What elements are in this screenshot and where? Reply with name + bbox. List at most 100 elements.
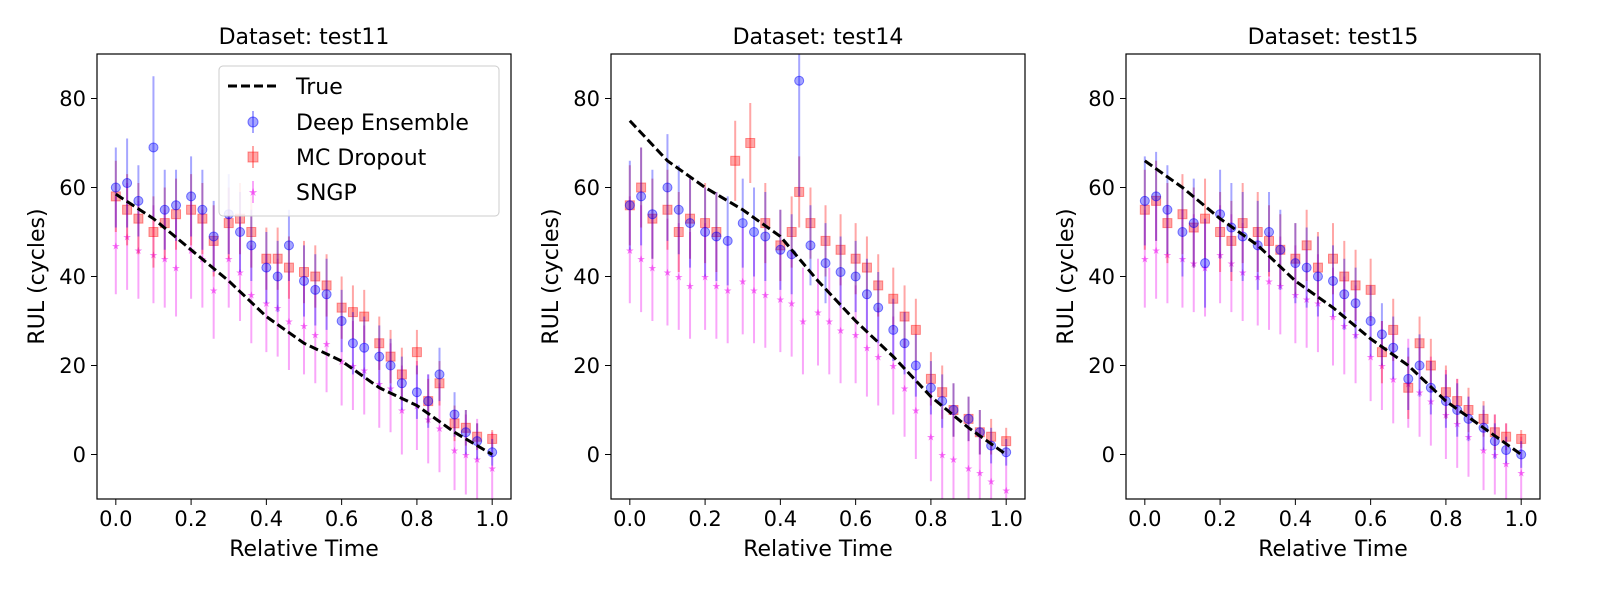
sngp-point: ★ — [172, 264, 181, 275]
y-tick-label: 60 — [1088, 176, 1115, 200]
sngp-point: ★ — [1201, 264, 1210, 275]
mc-dropout-point — [861, 262, 872, 273]
mc-dropout-point — [1425, 360, 1436, 371]
deep-ensemble-point — [186, 191, 197, 202]
sngp-point: ★ — [1227, 259, 1236, 270]
mc-dropout-point — [730, 155, 741, 166]
sngp-point: ★ — [1517, 468, 1526, 479]
deep-ensemble-point — [1139, 195, 1150, 206]
sngp-point: ★ — [1276, 281, 1285, 292]
legend-deep-ensemble-marker — [247, 116, 259, 128]
mc-dropout-point — [1388, 324, 1399, 335]
x-tick-label: 0.6 — [839, 507, 872, 531]
sngp-point: ★ — [473, 455, 482, 466]
deep-ensemble-point — [1414, 360, 1425, 371]
mc-dropout-point — [850, 253, 861, 264]
sngp-point: ★ — [1152, 246, 1161, 257]
mc-dropout-point — [835, 244, 846, 255]
mc-dropout-point — [1162, 218, 1173, 229]
deep-ensemble-point — [737, 218, 748, 229]
deep-ensemble-point — [1501, 445, 1512, 456]
deep-ensemble-point — [700, 227, 711, 237]
true-line — [115, 192, 493, 456]
sngp-point: ★ — [975, 468, 984, 479]
legend-label: True — [295, 75, 343, 100]
mc-dropout-point — [1328, 253, 1338, 264]
deep-ensemble-point — [1376, 329, 1387, 340]
deep-ensemble-point — [1264, 227, 1275, 237]
x-tick-label: 0.6 — [325, 507, 358, 531]
deep-ensemble-point — [624, 200, 635, 211]
deep-ensemble-point — [1301, 262, 1312, 273]
y-tick-label: 80 — [59, 87, 86, 111]
deep-ensemble-point — [1312, 271, 1323, 282]
sngp-point: ★ — [738, 277, 747, 288]
sngp-point: ★ — [247, 290, 256, 301]
sngp-point: ★ — [284, 317, 293, 328]
sngp-point: ★ — [386, 384, 395, 395]
mc-dropout-point — [899, 311, 910, 322]
sngp-point: ★ — [149, 250, 158, 261]
y-tick-label: 40 — [573, 265, 600, 289]
sngp-point: ★ — [889, 362, 898, 373]
deep-ensemble-point — [1403, 373, 1414, 384]
sngp-point: ★ — [1453, 419, 1462, 430]
sngp-point: ★ — [814, 308, 823, 319]
sngp-point: ★ — [1426, 397, 1435, 408]
sngp-point: ★ — [360, 366, 369, 377]
deep-ensemble-point — [1388, 342, 1399, 353]
legend: ★ True Deep Ensemble MC Dropout SNGP — [218, 65, 500, 217]
legend-label: MC Dropout — [296, 146, 427, 171]
deep-ensemble-point — [850, 271, 861, 282]
mc-dropout-point — [1301, 240, 1312, 251]
sngp-point: ★ — [1389, 375, 1398, 386]
mc-dropout-point — [1501, 431, 1512, 442]
mc-dropout-point — [374, 338, 385, 349]
true-line — [628, 119, 1008, 456]
sngp-point: ★ — [851, 330, 860, 341]
deep-ensemble-point — [261, 262, 272, 273]
sngp-point: ★ — [262, 299, 271, 310]
sngp-point: ★ — [1490, 451, 1499, 462]
sngp-point: ★ — [836, 326, 845, 337]
sngp-point: ★ — [750, 286, 759, 297]
sngp-point: ★ — [134, 246, 143, 257]
sngp-point: ★ — [701, 273, 710, 284]
y-tick-label: 0 — [587, 443, 600, 467]
true-line — [1143, 159, 1523, 456]
deep-ensemble-point — [963, 413, 974, 424]
chart-panel-2: Dataset: test14★★★ ★ ★★★★ ★★★ ★ ★ ★★★★★ ★★★★★★★… — [539, 25, 1026, 562]
sngp-point: ★ — [1441, 410, 1450, 421]
mc-dropout-point — [786, 227, 797, 237]
sngp-point: ★ — [874, 353, 883, 364]
sngp-point: ★ — [1415, 388, 1424, 399]
mc-dropout-point — [411, 347, 422, 358]
sngp-point: ★ — [1329, 313, 1338, 324]
deep-ensemble-point — [283, 240, 294, 251]
mc-dropout-point — [122, 204, 133, 215]
sngp-point: ★ — [236, 268, 245, 279]
y-tick-label: 20 — [573, 354, 600, 378]
deep-ensemble-point — [1290, 258, 1301, 269]
sngp-point: ★ — [488, 464, 497, 475]
sngp-point: ★ — [461, 451, 470, 462]
deep-ensemble-point — [374, 351, 385, 362]
deep-ensemble-point — [299, 275, 309, 286]
series-deep-ensemble — [624, 54, 1012, 466]
deep-ensemble-point — [460, 427, 471, 438]
deep-ensemble-point — [336, 316, 347, 326]
mc-dropout-point — [745, 138, 756, 148]
deep-ensemble-point — [1275, 244, 1286, 255]
x-axis-label: Relative Time — [743, 537, 893, 562]
deep-ensemble-point — [820, 258, 831, 269]
deep-ensemble-point — [122, 178, 133, 189]
deep-ensemble-point — [722, 235, 733, 246]
sngp-point: ★ — [723, 286, 732, 297]
y-tick-label: 20 — [1088, 354, 1115, 378]
deep-ensemble-point — [449, 409, 460, 420]
legend-label: SNGP — [296, 181, 357, 206]
sngp-point: ★ — [926, 433, 935, 444]
sngp-point: ★ — [1291, 290, 1300, 301]
deep-ensemble-point — [359, 342, 370, 353]
sngp-point: ★ — [1313, 299, 1322, 310]
